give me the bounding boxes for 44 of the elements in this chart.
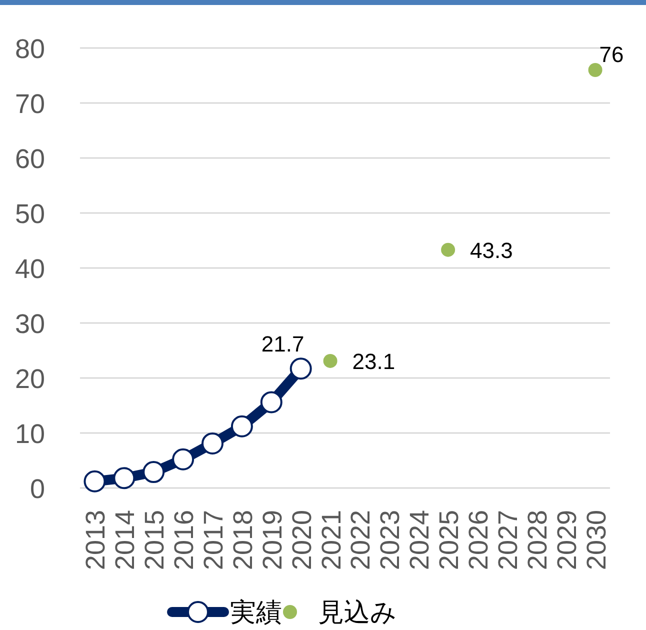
x-tick-label: 2022 — [346, 510, 376, 570]
x-tick-label: 2013 — [80, 510, 111, 570]
y-tick-label: 0 — [30, 474, 45, 504]
x-tick-label: 2025 — [434, 510, 464, 570]
point — [113, 467, 136, 490]
y-tick-label: 30 — [14, 309, 45, 339]
x-tick-label: 2016 — [169, 510, 200, 570]
y-tick-label: 40 — [14, 254, 45, 284]
x-tick-label: 2026 — [464, 510, 494, 570]
y-tick-label: 10 — [14, 419, 45, 449]
y-tick-label: 80 — [14, 34, 45, 64]
point — [290, 358, 312, 380]
x-tick-label: 2030 — [581, 510, 612, 570]
y-tick-label: 70 — [14, 89, 45, 119]
data-label: 23.1 — [352, 348, 396, 374]
y-tick-label: 60 — [14, 144, 45, 174]
x-tick-label: 2027 — [492, 510, 523, 570]
x-tick-label: 2014 — [110, 510, 140, 570]
x-tick-label: 2018 — [228, 510, 258, 570]
x-tick-label: 2017 — [198, 510, 228, 570]
data-label: 43.3 — [470, 238, 513, 263]
x-tick-label: 2024 — [404, 510, 435, 570]
x-tick-label: 2020 — [286, 510, 317, 570]
point — [441, 242, 456, 257]
point — [142, 461, 165, 484]
legend-label: 実績 — [230, 597, 282, 627]
point — [323, 354, 338, 368]
x-tick-label: 2019 — [257, 510, 288, 570]
point — [84, 470, 106, 492]
point — [588, 63, 602, 77]
point — [202, 432, 224, 454]
point — [230, 415, 253, 438]
x-tick-label: 2015 — [140, 510, 170, 570]
point — [260, 391, 282, 414]
x-tick-label: 2021 — [316, 510, 346, 570]
x-tick-label: 2023 — [375, 510, 406, 570]
point — [172, 448, 194, 470]
data-label: 76 — [599, 42, 624, 67]
y-tick-label: 20 — [14, 364, 45, 394]
legend-label: 見込み — [318, 597, 397, 627]
y-tick-label: 50 — [14, 199, 45, 229]
data-label: 21.7 — [261, 332, 304, 357]
x-tick-label: 2029 — [552, 510, 582, 570]
x-tick-label: 2028 — [522, 510, 552, 570]
